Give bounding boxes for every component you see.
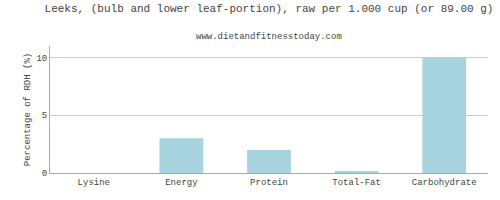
svg-text:10: 10 [36,54,47,64]
svg-text:Energy: Energy [165,178,198,188]
svg-text:0: 0 [42,169,47,179]
svg-text:www.dietandfitnesstoday.com: www.dietandfitnesstoday.com [196,32,342,42]
svg-text:Carbohydrate: Carbohydrate [412,178,477,188]
svg-text:Percentage of RDH (%): Percentage of RDH (%) [23,53,33,166]
svg-text:5: 5 [42,111,47,121]
svg-text:Lysine: Lysine [78,178,110,188]
svg-text:Leeks, (bulb and lower leaf-po: Leeks, (bulb and lower leaf-portion), ra… [45,3,494,15]
svg-text:Total-Fat: Total-Fat [332,178,381,188]
svg-text:Protein: Protein [250,178,288,188]
